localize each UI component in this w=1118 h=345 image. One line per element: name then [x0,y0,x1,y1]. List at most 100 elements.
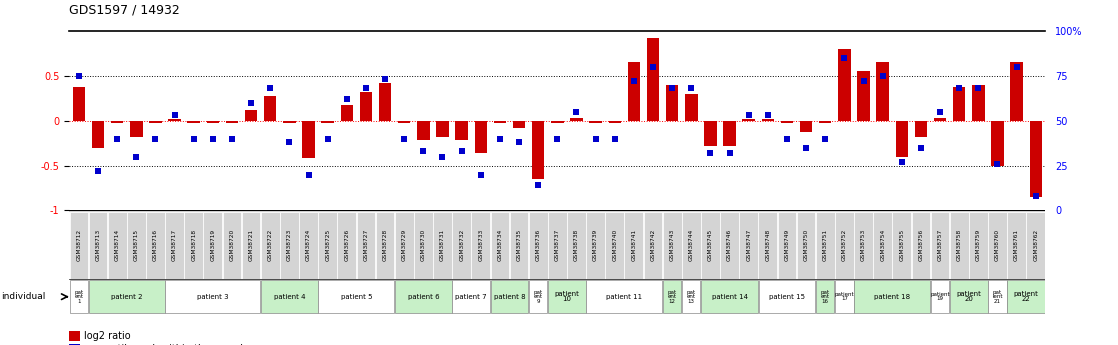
Bar [69,212,88,279]
Bar [647,38,660,121]
Text: GSM38750: GSM38750 [804,229,808,261]
Bar [799,121,813,131]
Bar [222,212,241,279]
Bar [436,121,448,137]
Bar [300,212,318,279]
Text: GSM38727: GSM38727 [363,229,369,261]
Bar [835,280,853,313]
Point [988,161,1006,167]
Point [357,86,375,91]
Bar [414,212,433,279]
Point [224,136,241,141]
Point [893,159,911,165]
Bar [322,121,334,122]
Text: GSM38722: GSM38722 [267,229,273,261]
Text: pat
ent
12: pat ent 12 [667,289,676,304]
Point [262,86,280,91]
Bar [376,212,395,279]
Point [434,154,452,159]
Text: GSM38730: GSM38730 [420,229,426,261]
Bar [988,212,1007,279]
Bar [146,212,164,279]
Text: patient 5: patient 5 [341,294,372,300]
Bar [723,121,736,146]
Text: patient
20: patient 20 [956,291,982,303]
Bar [911,212,930,279]
Text: GSM38752: GSM38752 [842,229,847,261]
Point [740,112,758,118]
Point [969,86,987,91]
Bar [203,212,222,279]
Point [1007,64,1025,70]
Point [203,136,221,141]
Bar [360,92,372,121]
Text: pat
ent
9: pat ent 9 [533,289,542,304]
Text: GSM38757: GSM38757 [938,229,942,261]
Point [701,150,719,156]
Bar [644,212,662,279]
Point [682,86,700,91]
Text: GSM38751: GSM38751 [823,229,827,261]
Bar [107,212,126,279]
Bar [474,121,487,153]
Bar [950,212,968,279]
Text: GSM38717: GSM38717 [172,229,177,261]
Bar [417,121,429,140]
Bar [398,121,410,122]
Bar [685,94,698,121]
Bar [797,212,815,279]
Text: GSM38755: GSM38755 [899,229,904,261]
Point [281,139,299,145]
Text: patient
22: patient 22 [1014,291,1039,303]
Bar [915,121,927,137]
Text: GSM38719: GSM38719 [210,229,216,261]
Bar [988,280,1006,313]
Point [797,145,815,150]
Bar [453,280,490,313]
Point [319,136,337,141]
Bar [969,212,987,279]
Point [108,136,126,141]
Bar [548,212,567,279]
Bar [567,212,586,279]
Bar [319,212,337,279]
Point [146,136,164,141]
Bar [1026,212,1045,279]
Text: GSM38735: GSM38735 [517,229,522,261]
Text: GSM38712: GSM38712 [76,229,82,261]
Bar [934,118,946,121]
Point [243,100,260,106]
Bar [338,212,357,279]
Text: GSM38724: GSM38724 [306,229,311,261]
Bar [701,280,758,313]
Bar [838,49,851,121]
Bar [88,212,107,279]
Bar [931,280,949,313]
Text: GSM38718: GSM38718 [191,229,197,261]
Bar [1011,62,1023,121]
Point [606,136,624,141]
Bar [88,280,164,313]
Text: patient 18: patient 18 [874,294,910,300]
Bar [1030,121,1042,197]
Bar [73,87,85,121]
Bar [625,212,643,279]
Bar [854,212,873,279]
Bar [455,121,467,140]
Bar [529,280,548,313]
Point [376,77,394,82]
Text: GSM38756: GSM38756 [918,229,923,261]
Bar [260,212,280,279]
Bar [184,212,203,279]
Bar [819,121,832,122]
Bar [953,87,966,121]
Point [625,79,643,84]
Bar [491,212,510,279]
Bar [873,212,892,279]
Bar [587,280,662,313]
Point [931,109,949,115]
Text: pat
ent
13: pat ent 13 [686,289,695,304]
Text: GSM38723: GSM38723 [287,229,292,261]
Bar [280,212,299,279]
Bar [472,212,490,279]
